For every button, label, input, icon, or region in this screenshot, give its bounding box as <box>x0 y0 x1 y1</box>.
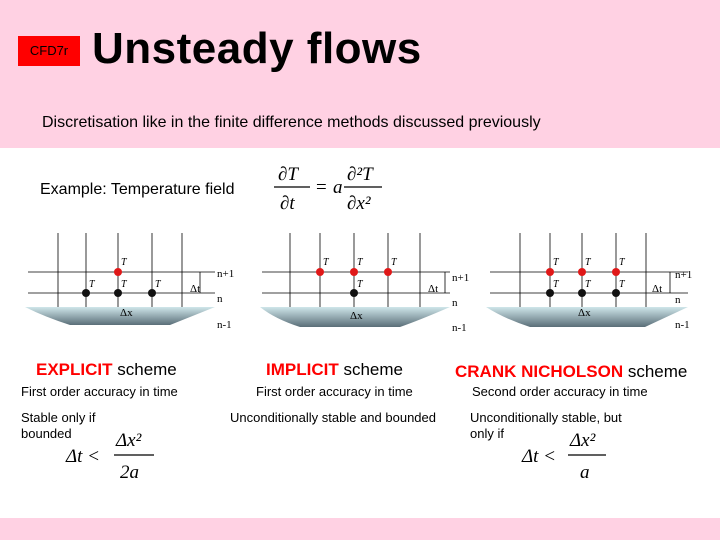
label-cn-tp: T <box>585 279 592 290</box>
cn-formula-num: Δx² <box>569 430 596 451</box>
crank-nicholson-name-rest: scheme <box>623 362 688 381</box>
label-n-minus-1: n-1 <box>217 319 232 331</box>
label-dt: Δt <box>190 283 200 295</box>
explicit-name: EXPLICIT <box>36 360 113 379</box>
label-n-plus-1-b: n+1 <box>452 272 469 284</box>
label-dt-b: Δt <box>428 283 438 295</box>
label-dx-c: Δx <box>578 307 591 319</box>
label-n-minus-1-b: n-1 <box>452 322 467 334</box>
label-cn-te: T <box>619 279 626 290</box>
label-cn-tw: T <box>553 279 560 290</box>
footer-band <box>0 518 720 540</box>
implicit-stencil: T T T T n+1 n n-1 Δt Δx <box>260 233 469 334</box>
label-n-b: n <box>452 297 458 309</box>
crank-nicholson-formula: Δt < Δx² a <box>521 430 606 483</box>
implicit-accuracy: First order accuracy in time <box>256 384 413 399</box>
eq-rhs-num: ∂²T <box>347 164 374 185</box>
explicit-formula: Δt < Δx² 2a <box>65 430 154 483</box>
label-tp-next-2: T <box>357 257 364 268</box>
label-n-c: n <box>675 294 681 306</box>
slide-subtitle: Discretisation like in the finite differ… <box>42 114 541 131</box>
node-p <box>114 289 122 297</box>
slide-title: Unsteady flows <box>92 24 422 73</box>
explicit-title: EXPLICIT scheme <box>36 360 177 380</box>
heat-equation: ∂T ∂t = a ∂²T ∂x² <box>274 164 382 214</box>
label-tw: T <box>89 279 96 290</box>
implicit-name-rest: scheme <box>338 360 403 379</box>
crank-nicholson-accuracy: Second order accuracy in time <box>472 384 648 399</box>
cn-formula-lhs: Δt < <box>521 446 556 467</box>
eq-rhs-den: ∂x² <box>347 193 371 214</box>
label-tp: T <box>121 279 128 290</box>
crank-nicholson-title: CRANK NICHOLSON scheme <box>455 362 687 382</box>
explicit-name-rest: scheme <box>112 360 177 379</box>
explicit-accuracy: First order accuracy in time <box>21 384 178 399</box>
example-label: Example: Temperature field <box>40 181 235 198</box>
implicit-name: IMPLICIT <box>266 360 339 379</box>
label-dx-b: Δx <box>350 310 363 322</box>
label-tp-next: T <box>121 257 128 268</box>
node-e <box>148 289 156 297</box>
explicit-note: Stable only if bounded <box>21 410 96 441</box>
cn-formula-den: a <box>580 462 590 483</box>
label-cn-tp-next: T <box>585 257 592 268</box>
eq-lhs-num: ∂T <box>278 164 299 185</box>
label-n-minus-1-c: n-1 <box>675 319 690 331</box>
label-n-plus-1: n+1 <box>217 268 234 280</box>
stencil-diagrams: T T T T n+1 n n-1 Δt Δx T T T T n+1 n n-… <box>25 233 692 334</box>
eq-lhs-den: ∂t <box>280 193 295 214</box>
slide-badge: CFD7r <box>18 36 80 66</box>
implicit-title: IMPLICIT scheme <box>266 360 403 380</box>
crank-nicholson-stencil: T T T T T T n+1 n n-1 Δt Δx <box>486 233 692 331</box>
node-p-next <box>114 268 122 276</box>
label-te-next: T <box>391 257 398 268</box>
crank-nicholson-note: Unconditionally stable, but only if <box>470 410 622 441</box>
label-n: n <box>217 293 223 305</box>
label-dx: Δx <box>120 307 133 319</box>
node-w <box>82 289 90 297</box>
label-n-plus-1-c: n+1 <box>675 269 692 281</box>
wall-shape <box>25 307 215 325</box>
eq-equals: = <box>316 177 327 198</box>
eq-coef: a <box>333 177 343 198</box>
label-cn-te-next: T <box>619 257 626 268</box>
explicit-formula-den: 2a <box>120 462 139 483</box>
explicit-formula-num: Δx² <box>115 430 142 451</box>
label-tp-2: T <box>357 279 364 290</box>
label-te: T <box>155 279 162 290</box>
explicit-formula-lhs: Δt < <box>65 446 100 467</box>
label-cn-tw-next: T <box>553 257 560 268</box>
label-tw-next: T <box>323 257 330 268</box>
label-dt-c: Δt <box>652 283 662 295</box>
crank-nicholson-name: CRANK NICHOLSON <box>455 362 624 381</box>
implicit-note: Unconditionally stable and bounded <box>230 410 436 425</box>
explicit-stencil: T T T T n+1 n n-1 Δt Δx <box>25 233 234 331</box>
header-band <box>0 0 720 148</box>
